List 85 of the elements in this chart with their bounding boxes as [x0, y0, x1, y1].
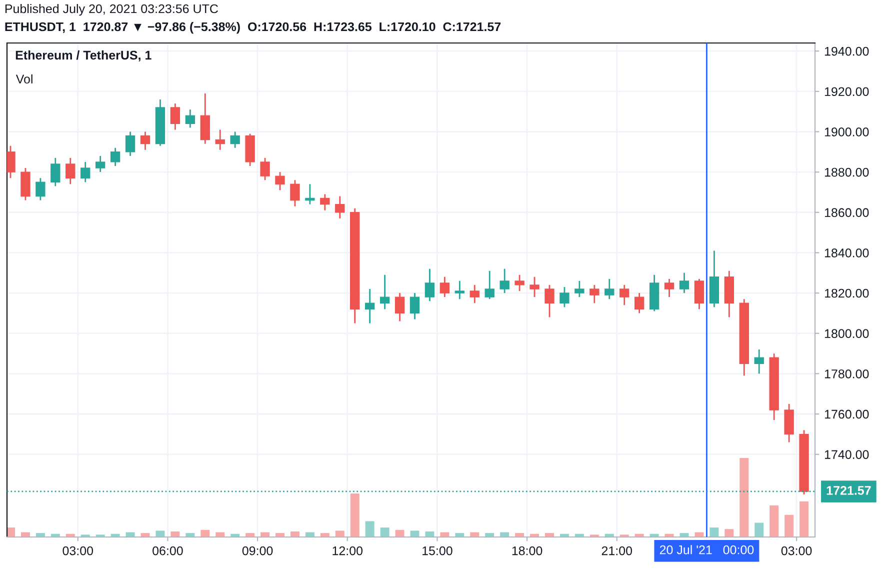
- bar: [425, 531, 434, 537]
- x-tick-label: 03:00: [62, 546, 94, 556]
- bar: [200, 530, 210, 537]
- bar: [350, 494, 360, 537]
- candlestick: [185, 108, 195, 128]
- chart-title: Vol: [16, 74, 32, 84]
- candlestick: [95, 155, 106, 173]
- candlestick: [66, 157, 76, 185]
- bar: [770, 505, 779, 537]
- candlestick: [679, 272, 690, 294]
- candlestick: [560, 286, 570, 308]
- candlestick: [604, 278, 614, 300]
- y-tick-label: 1860.00: [824, 208, 869, 218]
- text: Ethereum / TetherUS, 1: [16, 50, 152, 62]
- candlestick: [260, 157, 270, 181]
- candlestick: [424, 268, 435, 302]
- candlestick: [410, 292, 420, 320]
- bar: [395, 530, 404, 537]
- bar: [365, 521, 374, 537]
- candlestick: [275, 171, 285, 191]
- candlestick: [320, 194, 330, 212]
- x-tick-label: 06:00: [152, 546, 183, 556]
- candlestick: [230, 131, 240, 149]
- bar: [784, 514, 794, 537]
- y-tick-label: 1740.00: [824, 450, 869, 459]
- bar: [800, 501, 809, 537]
- x-tick-label: 03:00: [781, 546, 812, 556]
- candlestick: [110, 147, 120, 167]
- candlestick: [664, 278, 674, 298]
- candlestick: [530, 276, 540, 298]
- candlestick: [620, 284, 630, 306]
- candlestick: [140, 131, 150, 151]
- candlestick: [170, 102, 180, 130]
- bar: [290, 531, 300, 537]
- bar: [724, 529, 734, 537]
- candlestick: [380, 274, 390, 310]
- text: ETHUSDT, 1 1720.87 ▼ −97.86 (−5.38%) O:1720.56 H:1723.65 L:1720.10 C:1721.57: [5, 22, 501, 34]
- candlestick: [36, 177, 46, 201]
- y-tick-label: 1760.00: [824, 410, 869, 419]
- bar: [170, 531, 180, 537]
- candlestick: [50, 157, 60, 187]
- bar: [156, 530, 165, 537]
- y-tick-label: 1820.00: [824, 288, 869, 298]
- ref-line-label: 1721.57: [826, 486, 871, 495]
- candlestick: [394, 292, 405, 322]
- candlestick: [754, 348, 764, 374]
- candlestick: [574, 280, 584, 298]
- y-tick-label: 1880.00: [824, 168, 869, 177]
- bar: [754, 522, 764, 537]
- candlestick: [590, 284, 600, 304]
- x-tick-label: 09:00: [242, 546, 273, 556]
- candlestick: [7, 145, 16, 179]
- bar: [410, 530, 420, 537]
- candlestick: [215, 129, 225, 151]
- candlestick: [544, 284, 554, 318]
- candlestick: [500, 268, 510, 294]
- y-tick-label: 1920.00: [824, 87, 869, 96]
- ref-line-label: 20 Jul '21 00:00: [660, 545, 754, 554]
- text: Published July 20, 2021 03:23:56 UTC: [5, 4, 218, 16]
- candlestick: [364, 288, 375, 324]
- y-tick-label: 1940.00: [824, 46, 869, 56]
- y-tick-label: 1800.00: [824, 329, 869, 338]
- candlestick: [305, 183, 315, 205]
- y-tick-label: 1780.00: [824, 369, 869, 378]
- candlestick: [335, 196, 345, 220]
- x-tick-label: 21:00: [602, 546, 632, 556]
- candlestick: [484, 270, 494, 300]
- candlestick: [694, 278, 704, 310]
- bar: [335, 530, 344, 537]
- candlestick: [80, 161, 90, 183]
- x-tick-label: 18:00: [512, 546, 542, 556]
- candlestick: [634, 292, 644, 314]
- candlestick: [454, 280, 464, 300]
- bar: [740, 458, 749, 537]
- y-tick-label: 1840.00: [824, 248, 869, 258]
- y-tick-label: 1900.00: [824, 128, 869, 136]
- bar: [380, 528, 390, 537]
- candlestick: [514, 274, 524, 292]
- x-tick-label: 12:00: [332, 546, 363, 556]
- bar: [710, 528, 719, 537]
- candlestick: [125, 131, 136, 157]
- candlestick: [290, 179, 300, 208]
- x-tick-label: 15:00: [422, 546, 452, 556]
- candlestick: [440, 276, 450, 298]
- candlestick: [470, 284, 480, 304]
